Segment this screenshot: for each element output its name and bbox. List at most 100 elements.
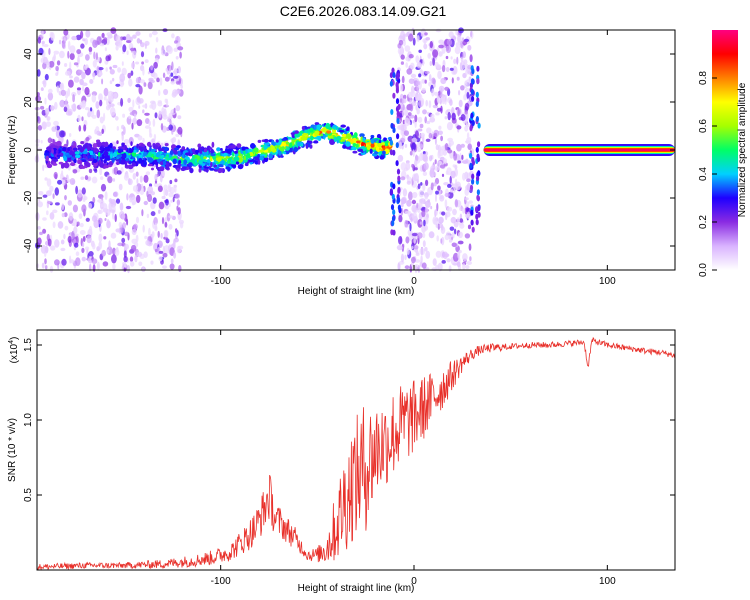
ridge-cell: [103, 147, 108, 151]
noise-cell: [412, 191, 418, 199]
snr-multiplier-exp: 4: [8, 340, 15, 344]
noise-cell: [417, 202, 423, 209]
noise-cell: [124, 243, 129, 250]
colorbar-gradient: [712, 30, 738, 270]
noise-cell: [432, 258, 437, 266]
noise-cell: [46, 178, 52, 187]
noise-cell: [444, 86, 450, 91]
noise-cell: [101, 249, 106, 257]
noise-cell: [410, 62, 415, 70]
ridge-cell: [290, 137, 297, 140]
noise-cell: [158, 250, 164, 254]
noise-cell: [37, 125, 43, 131]
noise-cell: [169, 74, 171, 80]
ridge-cell: [232, 152, 235, 157]
noise-cell: [422, 171, 428, 176]
noise-cell: [436, 235, 440, 242]
noise-cell: [141, 209, 144, 217]
noise-cell: [104, 47, 107, 52]
noise-cell: [109, 69, 115, 75]
noise-cell: [59, 83, 63, 90]
ridge-cell: [181, 146, 185, 151]
noise-cell: [426, 120, 431, 125]
noise-cell: [460, 114, 466, 121]
noise-cell: [56, 60, 61, 66]
spike-cell: [392, 229, 396, 236]
ridge-cell: [323, 134, 326, 138]
noise-cell: [153, 182, 158, 187]
noise-cell: [158, 89, 161, 96]
noise-cell: [133, 223, 138, 230]
noise-cell: [68, 212, 74, 221]
noise-cell: [406, 180, 412, 185]
noise-cell: [42, 79, 47, 88]
noise-cell: [123, 173, 130, 181]
noise-cell: [109, 106, 116, 116]
noise-cell: [421, 209, 426, 218]
noise-cell: [430, 167, 435, 175]
noise-cell: [438, 216, 444, 224]
noise-cell: [418, 190, 425, 198]
ridge-cell: [225, 166, 231, 170]
noise-cell: [460, 143, 465, 148]
noise-cell: [428, 132, 432, 139]
ridge-cell: [162, 160, 167, 166]
noise-cell: [453, 58, 457, 64]
noise-cell: [460, 56, 464, 63]
spike-cell: [391, 220, 395, 227]
noise-cell: [444, 199, 448, 209]
noise-cell: [174, 178, 178, 183]
noise-cell: [161, 107, 165, 115]
noise-cell: [173, 47, 179, 52]
noise-cell: [435, 112, 440, 116]
noise-cell: [142, 68, 145, 76]
noise-cell: [172, 196, 175, 203]
spike-cell: [395, 81, 399, 88]
noise-cell: [416, 232, 423, 239]
noise-cell: [124, 261, 127, 269]
noise-cell: [437, 148, 444, 157]
noise-cell: [101, 128, 104, 134]
noise-cell: [99, 166, 103, 176]
figure-title: C2E6.2026.083.14.09.G21: [280, 3, 447, 19]
noise-cell: [135, 61, 140, 65]
noise-cell: [91, 176, 98, 184]
ridge-cell: [66, 154, 72, 158]
noise-cell: [447, 206, 453, 212]
noise-cell: [85, 107, 90, 111]
ridge-cell: [84, 148, 88, 152]
noise-cell: [457, 240, 464, 245]
ridge-cell: [383, 137, 387, 142]
noise-cell: [412, 120, 415, 124]
noise-cell: [164, 76, 170, 82]
noise-cell: [135, 216, 140, 224]
ridge-cell: [52, 138, 55, 145]
ridge-cell: [181, 153, 185, 159]
noise-cell: [400, 126, 404, 131]
ridge-cell: [305, 143, 309, 149]
ridge-cell: [209, 147, 213, 150]
noise-cell: [139, 175, 143, 183]
ridge-cell: [191, 154, 195, 159]
noise-cell: [173, 107, 176, 114]
spike-cell: [397, 186, 401, 193]
ridge-cell: [360, 136, 364, 142]
noise-cell: [449, 188, 454, 193]
noise-cell: [403, 94, 407, 100]
noise-cell: [458, 36, 461, 46]
ridge-cell: [254, 157, 261, 161]
noise-cell: [170, 80, 176, 85]
ridge-cell: [164, 143, 169, 147]
noise-cell: [63, 233, 66, 240]
noise-cell: [115, 228, 121, 233]
noise-cell: [55, 65, 59, 72]
ridge-cell: [189, 167, 194, 174]
noise-cell: [126, 218, 129, 226]
noise-cell: [424, 32, 428, 36]
ridge-cell: [113, 151, 118, 158]
ridge-cell: [58, 161, 64, 165]
noise-cell: [176, 205, 179, 211]
noise-cell: [164, 221, 168, 228]
ridge-cell: [340, 124, 347, 128]
ridge-cell: [158, 166, 165, 172]
